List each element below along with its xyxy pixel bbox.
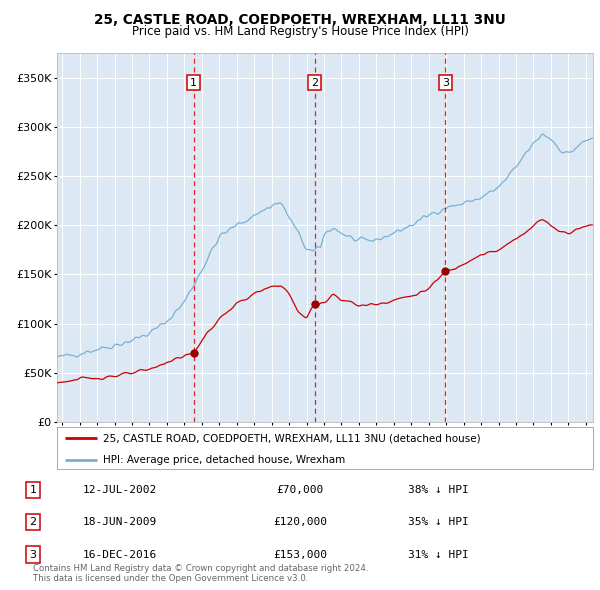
Text: 18-JUN-2009: 18-JUN-2009 xyxy=(83,517,157,527)
Text: 25, CASTLE ROAD, COEDPOETH, WREXHAM, LL11 3NU (detached house): 25, CASTLE ROAD, COEDPOETH, WREXHAM, LL1… xyxy=(103,433,480,443)
Text: £153,000: £153,000 xyxy=(273,550,327,559)
Text: £120,000: £120,000 xyxy=(273,517,327,527)
Text: 2: 2 xyxy=(29,517,37,527)
Text: 25, CASTLE ROAD, COEDPOETH, WREXHAM, LL11 3NU: 25, CASTLE ROAD, COEDPOETH, WREXHAM, LL1… xyxy=(94,13,506,27)
Text: 35% ↓ HPI: 35% ↓ HPI xyxy=(408,517,469,527)
Text: 3: 3 xyxy=(29,550,37,559)
Text: 38% ↓ HPI: 38% ↓ HPI xyxy=(408,485,469,494)
Text: 3: 3 xyxy=(442,78,449,87)
Text: 2: 2 xyxy=(311,78,318,87)
Text: 1: 1 xyxy=(29,485,37,494)
Text: £70,000: £70,000 xyxy=(277,485,323,494)
Text: 12-JUL-2002: 12-JUL-2002 xyxy=(83,485,157,494)
Text: 31% ↓ HPI: 31% ↓ HPI xyxy=(408,550,469,559)
Text: 1: 1 xyxy=(190,78,197,87)
Text: Price paid vs. HM Land Registry's House Price Index (HPI): Price paid vs. HM Land Registry's House … xyxy=(131,25,469,38)
Text: Contains HM Land Registry data © Crown copyright and database right 2024.
This d: Contains HM Land Registry data © Crown c… xyxy=(33,563,368,583)
Text: HPI: Average price, detached house, Wrexham: HPI: Average price, detached house, Wrex… xyxy=(103,455,345,465)
Text: 16-DEC-2016: 16-DEC-2016 xyxy=(83,550,157,559)
